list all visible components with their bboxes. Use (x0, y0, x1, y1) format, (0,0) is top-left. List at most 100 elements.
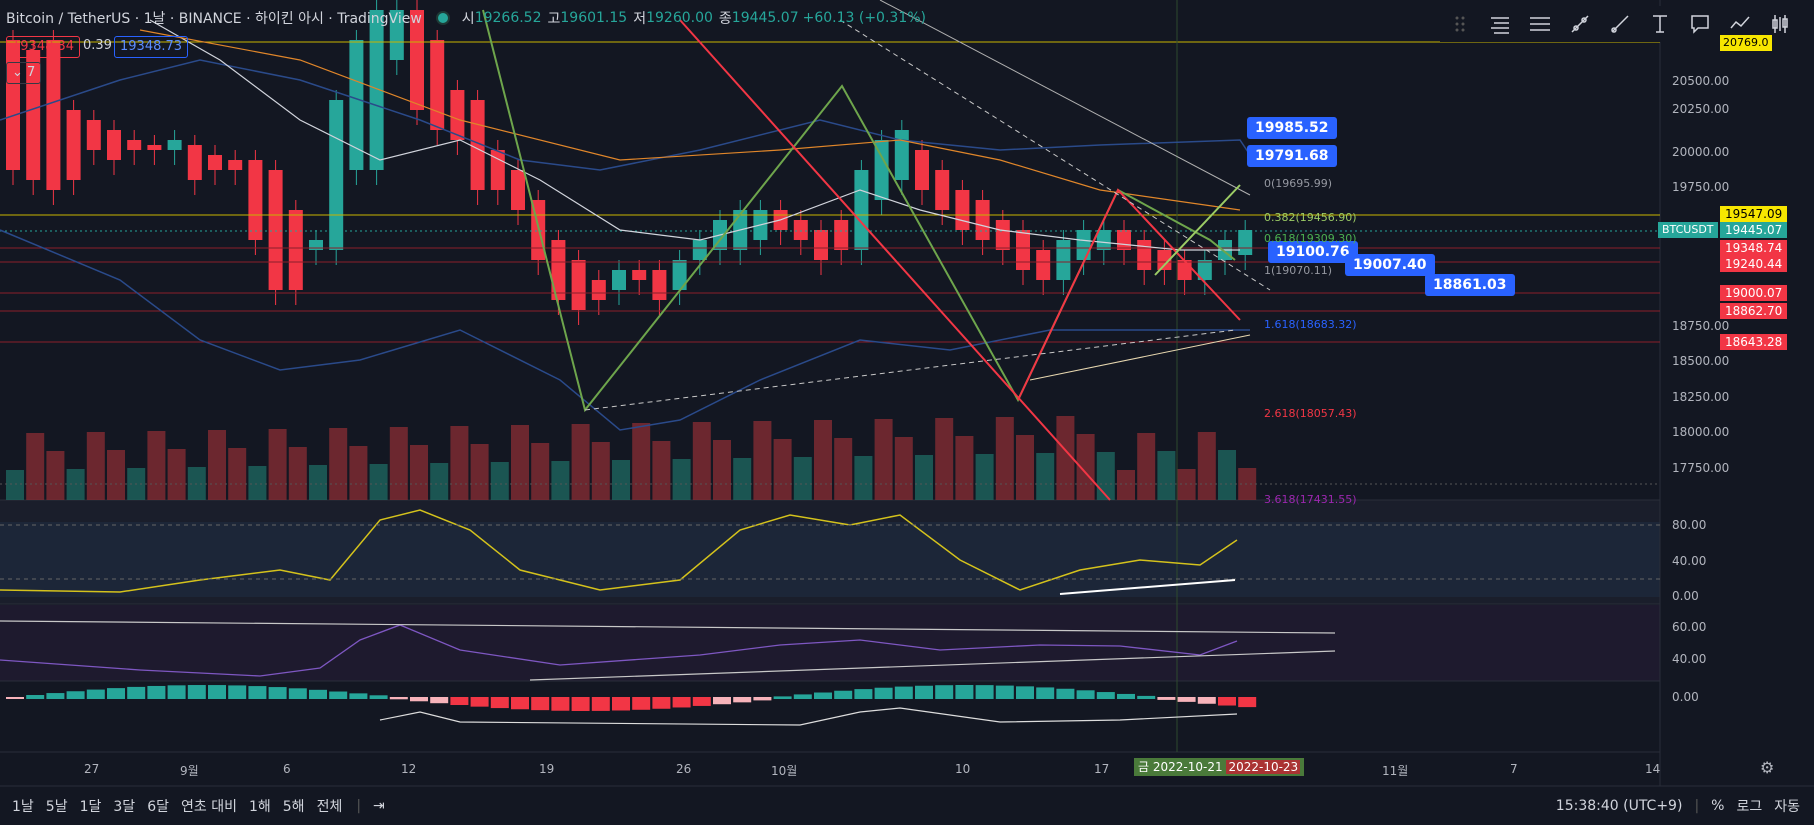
histogram-bar (975, 685, 994, 699)
axis-label: 40.00 (1672, 554, 1707, 568)
histogram-bar (389, 697, 408, 700)
range-1d[interactable]: 1날 (12, 798, 34, 815)
drag-handle-icon[interactable] (1440, 7, 1480, 41)
symbol-legend[interactable]: Bitcoin / TetherUS · 1날 · BINANCE · 하이킨 … (0, 0, 1440, 36)
candle (652, 270, 667, 300)
clock[interactable]: 15:38:40 (UTC+9) (1555, 797, 1683, 814)
price-callout[interactable]: 19791.68 (1247, 145, 1337, 167)
histogram-bar (894, 686, 913, 699)
range-5y[interactable]: 5해 (282, 798, 305, 815)
histogram-bar (490, 697, 509, 709)
volume-bar (975, 454, 994, 500)
price-badge: 18862.70 (1720, 303, 1788, 319)
volume-bar (652, 441, 671, 500)
goto-date-icon[interactable]: ⇥ (373, 797, 385, 814)
range-all[interactable]: 전체 (316, 798, 343, 815)
volume-bar (470, 444, 489, 500)
price-callout[interactable]: 18861.03 (1425, 274, 1515, 296)
price-axis[interactable]: 20500.00 20250.00 20000.00 19750.00 1875… (1658, 0, 1814, 750)
histogram-bar (26, 695, 45, 699)
histogram-bar (955, 685, 974, 699)
fib-level-618: 0.618(19309.30) (1264, 232, 1357, 245)
volume-bar (268, 429, 287, 500)
time-badge-date: 2022-10-23 (1226, 760, 1301, 774)
callout-icon[interactable] (1680, 7, 1720, 41)
candle (187, 145, 202, 180)
axis-label: 17750.00 (1672, 461, 1730, 475)
histogram-bar (612, 697, 630, 711)
price-callout[interactable]: 19985.52 (1247, 117, 1337, 139)
range-1m[interactable]: 1달 (79, 798, 102, 815)
trend-line-icon[interactable] (1560, 7, 1600, 41)
candlestick-series (6, 0, 1253, 325)
range-ytd[interactable]: 연초 대비 (180, 798, 237, 815)
price-badge: 18643.28 (1720, 334, 1788, 350)
auto-toggle[interactable]: 자동 (1774, 798, 1800, 815)
volume-bar (591, 442, 610, 500)
indicators-count: 7 (27, 65, 36, 80)
volume-bar (1056, 416, 1075, 500)
ray-icon[interactable] (1600, 7, 1640, 41)
candle (1238, 230, 1253, 255)
histogram-bar (127, 686, 146, 699)
log-toggle[interactable]: 로그 (1736, 798, 1763, 815)
histogram-bar (672, 697, 691, 708)
indicators-toggle[interactable]: ⌄ 7 (6, 62, 42, 84)
axis-label: 20500.00 (1672, 74, 1730, 88)
axis-label: 18000.00 (1672, 425, 1730, 439)
candle (612, 270, 626, 290)
volume-bar (1137, 433, 1156, 500)
symbol-badge: BTCUSDT (1658, 222, 1718, 238)
divider: | (1694, 797, 1700, 814)
histogram-bar (652, 697, 671, 709)
axis-label: 18750.00 (1672, 319, 1730, 333)
candle (288, 210, 303, 290)
volume-bar (1016, 435, 1034, 500)
histogram-bar (571, 697, 590, 711)
candle (1157, 250, 1172, 270)
range-1y[interactable]: 1해 (248, 798, 271, 815)
volume-bar (1197, 432, 1216, 500)
candle (26, 50, 41, 180)
histogram-bar (713, 697, 731, 705)
volume-bar (955, 436, 974, 500)
open-label: 시 (461, 11, 475, 27)
volume-bar (814, 420, 832, 500)
range-6m[interactable]: 6달 (147, 798, 169, 815)
time-badge-date: 2022-10-21 (1152, 760, 1223, 774)
range-3m[interactable]: 3달 (113, 798, 136, 815)
candles-icon[interactable] (1760, 7, 1800, 41)
candle (470, 100, 485, 190)
text-icon[interactable] (1640, 7, 1680, 41)
range-5d[interactable]: 5날 (45, 798, 68, 815)
candle (389, 10, 404, 60)
candle (511, 170, 525, 210)
histogram-bar (935, 685, 954, 699)
price-callout[interactable]: 19100.76 (1268, 241, 1358, 263)
bid-price[interactable]: 19348.34 (6, 36, 81, 58)
candle (1177, 260, 1192, 280)
axis-label: 20000.00 (1672, 145, 1730, 159)
fib-icon[interactable] (1480, 7, 1520, 41)
percent-toggle[interactable]: % (1711, 797, 1725, 814)
candle (6, 40, 20, 170)
histogram-bar (1096, 692, 1115, 699)
volume-bar (389, 427, 408, 500)
ask-price[interactable]: 19348.73 (114, 36, 189, 58)
symbol-title[interactable]: Bitcoin / TetherUS · 1날 · BINANCE · 하이킨 … (6, 11, 422, 27)
volume-bar (309, 465, 327, 500)
settings-gear-icon[interactable]: ⚙ (1760, 758, 1775, 777)
histogram-bar (1036, 687, 1055, 699)
candle (834, 220, 849, 250)
candle (1117, 230, 1131, 250)
candle (349, 40, 364, 170)
time-axis[interactable]: 27 9월 6 12 19 26 10월 10 17 11월 7 14 금 20… (0, 752, 1774, 786)
path-icon[interactable] (1720, 7, 1760, 41)
horizontal-lines-icon[interactable] (1520, 7, 1560, 41)
trend-line (1029, 334, 1251, 381)
histogram-bar (410, 697, 428, 702)
price-callout[interactable]: 19007.40 (1345, 254, 1435, 276)
low-label: 저 (633, 11, 647, 27)
